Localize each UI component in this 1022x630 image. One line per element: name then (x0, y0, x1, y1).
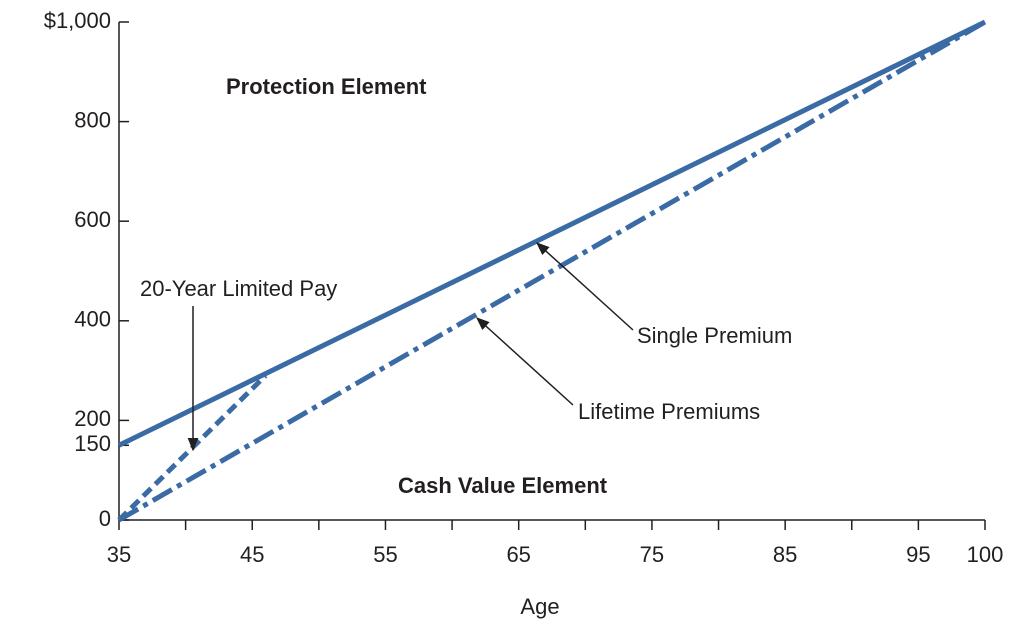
y-tick-label: 200 (74, 406, 111, 431)
y-tick-label: 800 (74, 107, 111, 132)
y-tick-label: 0 (99, 506, 111, 531)
y-tick-label: $1,000 (44, 8, 111, 33)
x-tick-label: 65 (506, 542, 530, 567)
x-tick-label: 75 (640, 542, 664, 567)
y-tick-label: 400 (74, 307, 111, 332)
x-tick-label: 55 (373, 542, 397, 567)
y-tick-label: 600 (74, 207, 111, 232)
x-tick-label: 35 (107, 542, 131, 567)
series-line (117, 19, 987, 523)
callout-arrow (535, 242, 634, 331)
annotation: Protection Element (226, 74, 427, 99)
y-tick-label: 150 (74, 431, 111, 456)
x-tick-label: 85 (773, 542, 797, 567)
x-tick-label: 45 (240, 542, 264, 567)
series-label: Lifetime Premiums (578, 399, 760, 424)
annotation: Cash Value Element (398, 473, 608, 498)
callout-arrow (475, 317, 574, 406)
x-tick-label: 95 (906, 542, 930, 567)
x-tick-label: 100 (967, 542, 1004, 567)
series-label: 20-Year Limited Pay (140, 276, 337, 301)
series-label: Single Premium (637, 323, 792, 348)
x-axis-label: Age (520, 594, 559, 619)
